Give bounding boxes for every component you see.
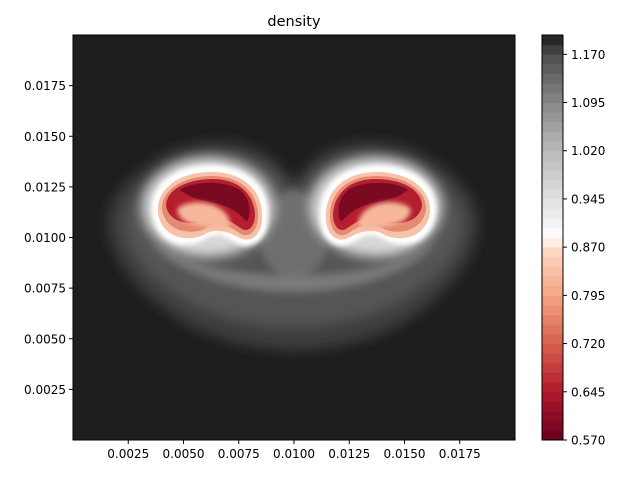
colorbar-band: [542, 218, 563, 229]
colorbar-band: [542, 121, 563, 132]
colorbar-band: [542, 285, 563, 296]
colorbar-band: [542, 179, 563, 190]
colorbar-tick-label: 0.720: [571, 337, 605, 351]
plot-area: [73, 35, 515, 440]
colorbar-band: [542, 247, 563, 258]
y-tick-label: 0.0125: [24, 180, 66, 194]
colorbar-band: [542, 391, 563, 402]
colorbar-tick-label: 1.020: [571, 144, 605, 158]
colorbar-band: [542, 170, 563, 181]
y-tick-label: 0.0025: [24, 383, 66, 397]
x-tick-label: 0.0075: [218, 447, 260, 461]
y-tick-label: 0.0100: [24, 231, 66, 245]
right-vortex: [310, 157, 442, 257]
colorbar-band: [542, 208, 563, 219]
colorbar-band: [542, 150, 563, 161]
colorbar-band: [542, 54, 563, 65]
colorbar-bands: [542, 35, 563, 441]
colorbar-band: [542, 314, 563, 325]
colorbar-band: [542, 237, 563, 248]
colorbar-band: [542, 83, 563, 94]
colorbar-tick-label: 0.795: [571, 289, 605, 303]
colorbar-band: [542, 333, 563, 344]
y-tick-label: 0.0050: [24, 332, 66, 346]
x-tick-label: 0.0050: [163, 447, 205, 461]
colorbar-tick-label: 1.170: [571, 48, 605, 62]
colorbar-band: [542, 92, 563, 103]
left-vortex-deep-core: [180, 182, 250, 222]
colorbar-band: [542, 324, 563, 335]
colorbar-band: [542, 63, 563, 74]
colorbar-tick-label: 0.945: [571, 192, 605, 206]
colorbar-tick-label: 0.570: [571, 434, 605, 448]
colorbar-band: [542, 44, 563, 55]
colorbar-band: [542, 401, 563, 412]
colorbar-band: [542, 131, 563, 142]
colorbar-band: [542, 343, 563, 354]
colorbar-band: [542, 362, 563, 373]
x-axis: 0.0025 0.0050 0.0075 0.0100 0.0125 0.0150 0.01…: [107, 440, 481, 461]
colorbar-band: [542, 112, 563, 123]
x-tick-label: 0.0175: [439, 447, 481, 461]
colorbar-band: [542, 305, 563, 316]
right-vortex-inner-light: [358, 202, 411, 230]
y-tick-label: 0.0175: [24, 79, 66, 93]
colorbar-tick-label: 0.870: [571, 241, 605, 255]
x-tick-label: 0.0125: [328, 447, 370, 461]
colorbar-frame: [541, 34, 564, 441]
colorbar-band: [542, 266, 563, 277]
colorbar-band: [542, 295, 563, 306]
left-vortex-inner-light: [177, 202, 230, 230]
y-tick-label: 0.0150: [24, 130, 66, 144]
colorbar-band: [542, 141, 563, 152]
colorbar-band: [542, 411, 563, 422]
y-tick-label: 0.0075: [24, 282, 66, 296]
colorbar-band: [542, 227, 563, 238]
colorbar-band: [542, 430, 563, 441]
x-tick-label: 0.0150: [384, 447, 426, 461]
x-tick-label: 0.0025: [107, 447, 149, 461]
colorbar-band: [542, 256, 563, 267]
colorbar-band: [542, 276, 563, 287]
colorbar-band: [542, 420, 563, 431]
colorbar-band: [542, 372, 563, 383]
chart-title: density: [267, 14, 321, 30]
right-vortex-deep-core: [338, 182, 408, 222]
y-axis: 0.0025 0.0050 0.0075 0.0100 0.0125 0.0150 0.01…: [24, 79, 73, 397]
colorbar-band: [542, 189, 563, 200]
colorbar-band: [542, 73, 563, 84]
colorbar-band: [542, 353, 563, 364]
colorbar-ticks: 0.570 0.645 0.720 0.795 0.870 0.945 1.020 1.095…: [563, 48, 605, 448]
colorbar-band: [542, 198, 563, 209]
lower-skirt-region: [150, 240, 438, 292]
x-tick-label: 0.0100: [273, 447, 315, 461]
colorbar: 0.570 0.645 0.720 0.795 0.870 0.945 1.020 1.095…: [541, 34, 605, 448]
left-vortex: [142, 157, 274, 257]
colorbar-band: [542, 102, 563, 113]
colorbar-tick-label: 0.645: [571, 385, 605, 399]
colorbar-band: [542, 382, 563, 393]
colorbar-tick-label: 1.095: [571, 96, 605, 110]
colorbar-band: [542, 160, 563, 171]
colorbar-band: [542, 35, 563, 46]
